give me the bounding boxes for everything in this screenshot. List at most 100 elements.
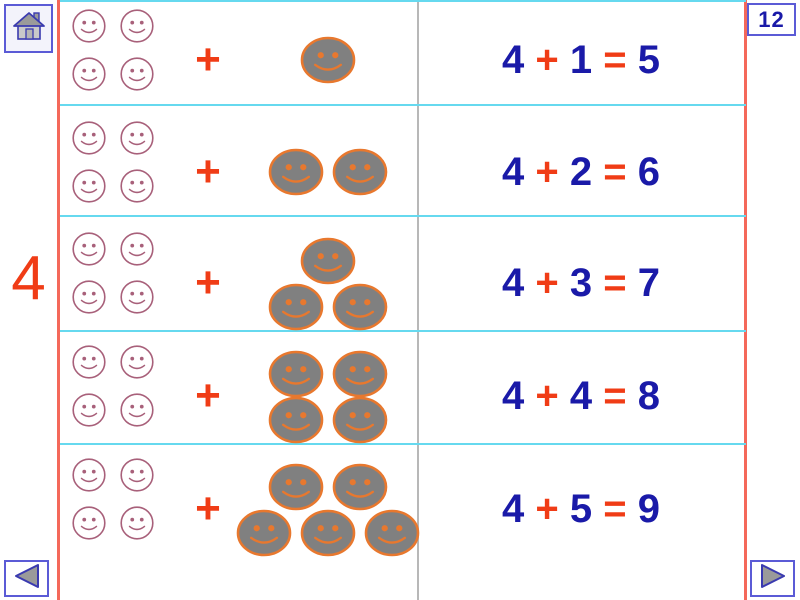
- equation: 4 + 4 = 8: [418, 341, 744, 451]
- left-operand-group: [62, 454, 172, 564]
- smiley-filled-icon: [332, 148, 388, 196]
- equation-equals-sign: =: [592, 149, 638, 194]
- smiley-outline-icon: [120, 9, 154, 43]
- problem-row: +4 + 2 = 6: [58, 117, 746, 227]
- page-number-badge: 12: [747, 3, 796, 36]
- equation-equals-sign: =: [592, 373, 638, 418]
- smiley-outline-icon: [120, 393, 154, 427]
- plus-operator: +: [195, 258, 221, 307]
- equation-addend-b: 2: [569, 149, 593, 194]
- row-separator: [60, 215, 746, 217]
- row-separator: [60, 443, 746, 445]
- smiley-filled-icon: [268, 148, 324, 196]
- smiley-outline-icon: [120, 169, 154, 203]
- equation-addend-b: 5: [569, 486, 593, 531]
- smiley-filled-icon: [332, 350, 388, 398]
- equation-addend-b: 3: [569, 260, 593, 305]
- smiley-filled-icon: [268, 283, 324, 331]
- triangle-left-icon: [12, 563, 42, 594]
- equation-plus-sign: +: [524, 149, 570, 194]
- smiley-filled-icon: [332, 283, 388, 331]
- smiley-outline-icon: [72, 280, 106, 314]
- equation-addend-b: 1: [569, 37, 593, 82]
- smiley-filled-icon: [332, 396, 388, 444]
- smiley-filled-icon: [332, 463, 388, 511]
- smiley-filled-icon: [300, 36, 356, 84]
- equation-result: 8: [637, 373, 660, 418]
- left-operand-group: [62, 228, 172, 338]
- equation-addend-a: 4: [502, 373, 525, 418]
- smiley-filled-icon: [268, 396, 324, 444]
- equation-result: 9: [637, 486, 660, 531]
- smiley-filled-icon: [236, 509, 292, 557]
- equation: 4 + 3 = 7: [418, 228, 744, 338]
- plus-operator: +: [195, 484, 221, 533]
- triangle-right-icon: [758, 563, 788, 594]
- smiley-outline-icon: [120, 280, 154, 314]
- smiley-outline-icon: [120, 345, 154, 379]
- right-operand-group: [238, 117, 418, 227]
- smiley-outline-icon: [120, 458, 154, 492]
- smiley-outline-icon: [72, 121, 106, 155]
- row-separator: [60, 0, 746, 2]
- equation-addend-a: 4: [502, 37, 525, 82]
- equation-equals-sign: =: [592, 486, 638, 531]
- equation: 4 + 5 = 9: [418, 454, 744, 564]
- page-title: 4: [11, 244, 46, 313]
- right-operand-group: [238, 5, 418, 115]
- equation-plus-sign: +: [524, 486, 570, 531]
- home-button[interactable]: [4, 4, 53, 53]
- equation-addend-a: 4: [502, 149, 525, 194]
- smiley-filled-icon: [268, 463, 324, 511]
- problem-row: +4 + 1 = 5: [58, 5, 746, 115]
- smiley-filled-icon: [364, 509, 420, 557]
- smiley-outline-icon: [120, 121, 154, 155]
- center-divider-rule: [417, 0, 419, 600]
- row-separator: [60, 330, 746, 332]
- right-operand-group: [236, 454, 420, 564]
- smiley-outline-icon: [120, 506, 154, 540]
- smiley-filled-icon: [300, 237, 356, 285]
- equation-plus-sign: +: [524, 373, 570, 418]
- smiley-outline-icon: [120, 57, 154, 91]
- equation-addend-b: 4: [569, 373, 593, 418]
- smiley-outline-icon: [72, 345, 106, 379]
- plus-operator: +: [195, 371, 221, 420]
- left-operand-group: [62, 5, 172, 115]
- smiley-outline-icon: [72, 57, 106, 91]
- left-operand-group: [62, 341, 172, 451]
- equation-plus-sign: +: [524, 260, 570, 305]
- equation-result: 7: [637, 260, 660, 305]
- left-operand-group: [62, 117, 172, 227]
- smiley-filled-icon: [300, 509, 356, 557]
- right-margin-rule: [744, 0, 747, 600]
- equation: 4 + 1 = 5: [418, 5, 744, 115]
- equation-plus-sign: +: [524, 37, 570, 82]
- smiley-outline-icon: [72, 458, 106, 492]
- problem-row: +4 + 3 = 7: [58, 228, 746, 338]
- right-operand-group: [238, 228, 418, 338]
- equation-equals-sign: =: [592, 37, 638, 82]
- home-icon: [12, 10, 46, 47]
- row-separator: [60, 104, 746, 106]
- equation-addend-a: 4: [502, 486, 525, 531]
- smiley-outline-icon: [72, 393, 106, 427]
- smiley-outline-icon: [72, 169, 106, 203]
- smiley-outline-icon: [72, 506, 106, 540]
- next-page-button[interactable]: [750, 560, 795, 597]
- equation-equals-sign: =: [592, 260, 638, 305]
- plus-operator: +: [195, 147, 221, 196]
- smiley-filled-icon: [268, 350, 324, 398]
- problem-row: +4 + 4 = 8: [58, 341, 746, 451]
- right-operand-group: [238, 341, 418, 451]
- left-margin-rule: [57, 0, 60, 600]
- equation-result: 6: [637, 149, 660, 194]
- equation-result: 5: [637, 37, 660, 82]
- equation-addend-a: 4: [502, 260, 525, 305]
- plus-operator: +: [195, 35, 221, 84]
- equation: 4 + 2 = 6: [418, 117, 744, 227]
- previous-page-button[interactable]: [4, 560, 49, 597]
- smiley-outline-icon: [72, 232, 106, 266]
- problem-row: +4 + 5 = 9: [58, 454, 746, 564]
